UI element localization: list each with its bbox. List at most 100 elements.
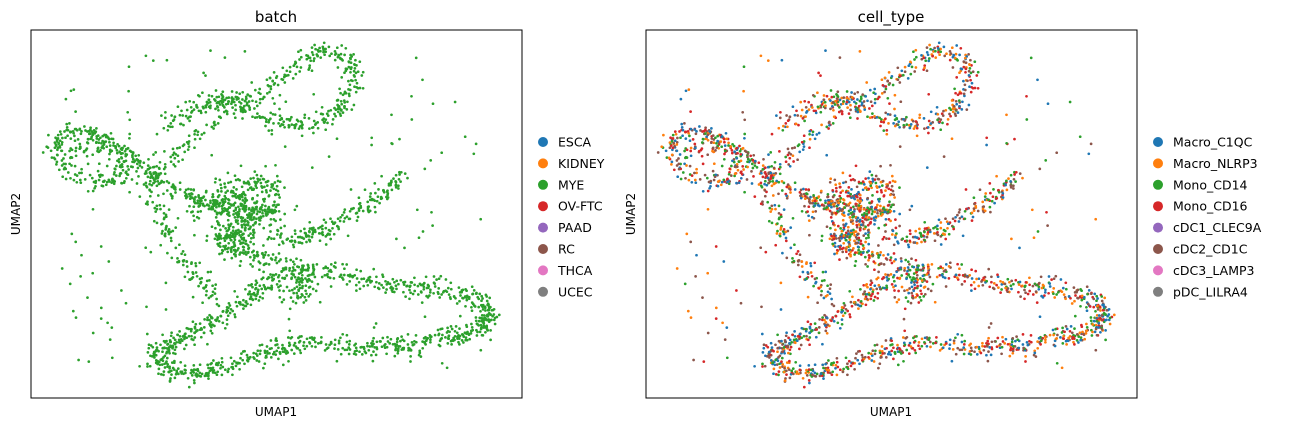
scatter-point — [333, 112, 336, 116]
scatter-point — [275, 184, 279, 188]
scatter-point — [239, 230, 243, 233]
scatter-point — [755, 166, 759, 169]
scatter-point — [271, 184, 274, 188]
scatter-point — [712, 138, 716, 141]
scatter-point — [189, 188, 193, 191]
scatter-point — [862, 246, 866, 250]
scatter-point — [492, 307, 496, 311]
scatter-point — [848, 174, 852, 178]
scatter-point — [249, 240, 252, 244]
scatter-point — [199, 202, 202, 205]
scatter-point — [186, 270, 190, 274]
scatter-point — [962, 60, 966, 63]
scatter-point — [219, 228, 222, 232]
scatter-point — [339, 352, 343, 356]
scatter-point — [879, 204, 882, 208]
scatter-point — [426, 296, 430, 299]
scatter-point — [100, 146, 104, 149]
scatter-point — [843, 224, 847, 228]
scatter-point — [846, 229, 850, 233]
scatter-point — [348, 209, 352, 213]
scatter-point — [847, 100, 851, 104]
scatter-point — [238, 367, 241, 371]
scatter-point — [479, 348, 483, 352]
scatter-point — [918, 116, 921, 120]
scatter-point — [308, 220, 312, 224]
scatter-point — [484, 330, 487, 334]
legend-marker — [538, 244, 548, 254]
scatter-point — [739, 152, 743, 156]
scatter-point — [204, 110, 208, 114]
scatter-point — [907, 245, 911, 249]
scatter-point — [336, 107, 340, 111]
scatter-point — [169, 160, 173, 164]
scatter-point — [256, 180, 260, 183]
scatter-point — [925, 46, 929, 49]
scatter-point — [221, 310, 225, 313]
scatter-point — [370, 341, 373, 345]
scatter-point — [267, 129, 271, 132]
scatter-point — [1078, 331, 1082, 335]
legend-marker — [538, 286, 548, 297]
scatter-point — [62, 162, 66, 166]
scatter-point — [395, 340, 399, 344]
scatter-point — [675, 140, 679, 144]
scatter-point — [322, 41, 326, 45]
scatter-point — [952, 54, 956, 57]
scatter-point — [1085, 305, 1088, 309]
scatter-point — [425, 286, 429, 290]
scatter-point — [190, 327, 193, 331]
scatter-point — [680, 126, 684, 129]
scatter-point — [271, 204, 275, 207]
scatter-point — [370, 136, 374, 140]
scatter-point — [399, 278, 403, 282]
scatter-point — [252, 176, 255, 180]
scatter-point — [892, 243, 896, 247]
scatter-point — [770, 164, 774, 168]
scatter-point — [1014, 180, 1017, 183]
scatter-point — [183, 275, 187, 279]
scatter-point — [310, 273, 314, 276]
scatter-point — [234, 364, 238, 368]
scatter-point — [867, 216, 871, 219]
scatter-point — [1043, 291, 1047, 294]
scatter-point — [343, 53, 346, 57]
scatter-point — [933, 239, 937, 243]
scatter-point — [370, 279, 374, 283]
scatter-point — [173, 338, 177, 342]
scatter-point — [958, 71, 961, 75]
scatter-point — [860, 101, 864, 105]
scatter-point — [957, 220, 961, 223]
scatter-point — [269, 111, 273, 115]
scatter-point — [293, 341, 297, 345]
scatter-point — [853, 208, 856, 211]
scatter-point — [197, 193, 200, 197]
scatter-point — [188, 119, 191, 123]
scatter-point — [288, 266, 292, 270]
scatter-point — [931, 126, 935, 130]
scatter-point — [881, 212, 884, 216]
scatter-point — [409, 360, 412, 363]
scatter-point — [417, 236, 421, 240]
scatter-point — [726, 180, 730, 184]
scatter-point — [870, 250, 874, 254]
scatter-point — [310, 46, 314, 49]
scatter-point — [853, 92, 857, 96]
scatter-point — [787, 151, 791, 155]
scatter-point — [198, 261, 202, 265]
scatter-point — [310, 280, 314, 283]
scatter-point — [963, 209, 967, 213]
scatter-point — [284, 100, 288, 104]
scatter-point — [213, 180, 217, 184]
scatter-point — [370, 143, 373, 147]
scatter-point — [926, 53, 930, 57]
scatter-point — [241, 350, 245, 353]
scatter-point — [887, 71, 891, 74]
scatter-point — [656, 151, 660, 154]
scatter-point — [254, 352, 258, 356]
scatter-point — [849, 108, 852, 112]
scatter-point — [184, 196, 188, 200]
scatter-point — [205, 123, 208, 127]
scatter-point — [937, 50, 940, 54]
scatter-point — [737, 160, 741, 163]
